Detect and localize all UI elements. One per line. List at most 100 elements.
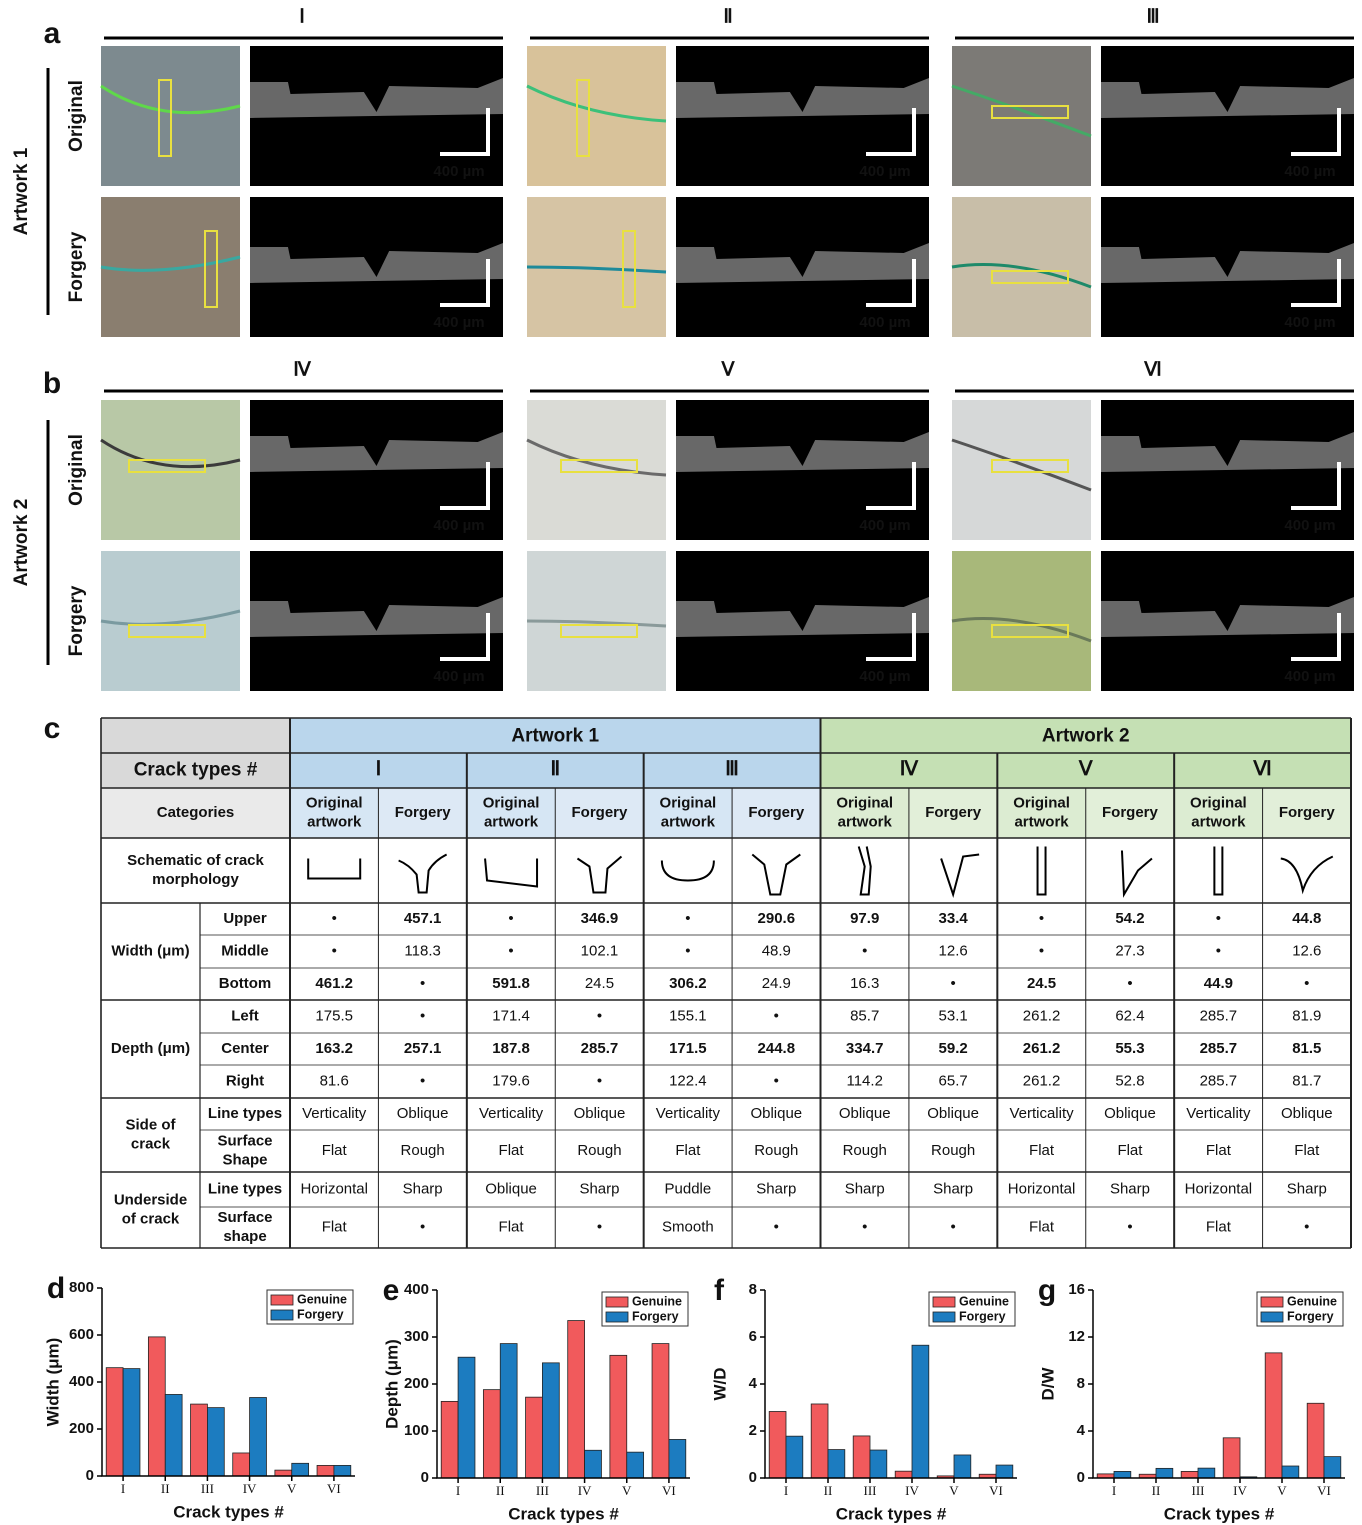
- panel-label: c: [44, 712, 61, 745]
- crack-schematic: [308, 859, 360, 879]
- bar: [769, 1411, 786, 1478]
- table-cell: Verticality: [1009, 1105, 1074, 1122]
- table-cell: 290.6: [758, 910, 796, 927]
- bar: [233, 1453, 250, 1476]
- table-cell: Oblique: [839, 1105, 891, 1122]
- table-cell: Rough: [931, 1142, 975, 1159]
- table-cell: Oblique: [397, 1105, 449, 1122]
- x-tick-label: I: [456, 1483, 460, 1498]
- legend-swatch: [1261, 1297, 1283, 1307]
- table-cell: •: [420, 1072, 425, 1089]
- bar: [669, 1439, 686, 1478]
- table-cell: Sharp: [1287, 1180, 1327, 1197]
- table-cell: Horizontal: [1008, 1180, 1076, 1197]
- row-label: Forgery: [66, 585, 87, 656]
- bar: [1307, 1403, 1324, 1478]
- bar: [853, 1436, 870, 1478]
- table-cell: 62.4: [1115, 1007, 1144, 1024]
- table-cell: •: [508, 942, 513, 959]
- table-cell: Oblique: [750, 1105, 802, 1122]
- table-cell: 261.2: [1023, 1007, 1061, 1024]
- scale-bar-label: 400 µm: [433, 517, 484, 534]
- x-tick-label: I: [1112, 1483, 1116, 1498]
- column-header: Forgery: [1279, 804, 1336, 821]
- table-cell: •: [420, 975, 425, 992]
- row-label: Bottom: [219, 975, 272, 992]
- table-cell: Rough: [843, 1142, 887, 1159]
- table-cell: 33.4: [939, 910, 969, 927]
- scale-bar-label: 400 µm: [433, 163, 484, 180]
- table-cell: 12.6: [1292, 942, 1321, 959]
- scale-bar-label: 400 µm: [859, 314, 910, 331]
- legend-swatch: [271, 1310, 293, 1320]
- bar: [1198, 1468, 1215, 1478]
- bar: [542, 1363, 559, 1478]
- table-cell: Oblique: [485, 1180, 537, 1197]
- row-label: Line types: [208, 1180, 282, 1197]
- y-tick-label: 0: [86, 1467, 94, 1484]
- row-group-label: Undersideof crack: [114, 1191, 187, 1227]
- bar: [317, 1465, 334, 1476]
- row-label: Original: [66, 80, 87, 152]
- legend-swatch: [606, 1312, 628, 1322]
- table-cell: 285.7: [581, 1040, 619, 1057]
- type-header: Ⅳ: [293, 359, 311, 380]
- table-cell: 27.3: [1115, 942, 1144, 959]
- table-cell: 81.5: [1292, 1040, 1321, 1057]
- bar: [1223, 1438, 1240, 1478]
- table-cell: Rough: [754, 1142, 798, 1159]
- y-tick-label: 300: [404, 1328, 429, 1345]
- table-cell: 24.5: [585, 975, 614, 992]
- bar: [585, 1450, 602, 1478]
- bar: [870, 1450, 887, 1478]
- column-header: Forgery: [1102, 804, 1159, 821]
- type-label: Ⅰ: [375, 758, 381, 780]
- table-cell: Verticality: [479, 1105, 544, 1122]
- table-cell: •: [1039, 942, 1044, 959]
- table-cell: 55.3: [1115, 1040, 1144, 1057]
- table-cell: Horizontal: [300, 1180, 368, 1197]
- panel-label: f: [714, 1274, 725, 1307]
- photo: [952, 400, 1091, 540]
- y-tick-label: 600: [69, 1326, 94, 1343]
- scale-bar-label: 400 µm: [1284, 668, 1335, 685]
- legend-swatch: [606, 1297, 628, 1307]
- row-label: Surfaceshape: [217, 1209, 272, 1245]
- bar: [568, 1321, 585, 1478]
- crack-types-label: Crack types #: [134, 760, 258, 781]
- y-tick-label: 100: [404, 1422, 429, 1439]
- table-cell: •: [1216, 942, 1221, 959]
- table-cell: 54.2: [1115, 910, 1144, 927]
- crack-schematic: [399, 855, 447, 893]
- type-label: Ⅲ: [725, 758, 739, 780]
- x-axis-label: Crack types #: [508, 1504, 619, 1523]
- scale-bar-label: 400 µm: [859, 668, 910, 685]
- x-tick-label: III: [864, 1483, 877, 1498]
- y-tick-label: 200: [69, 1420, 94, 1437]
- type-label: Ⅵ: [1252, 758, 1271, 780]
- crack-schematic: [1214, 847, 1222, 895]
- y-tick-label: 6: [749, 1328, 757, 1345]
- table-cell: 285.7: [1200, 1007, 1238, 1024]
- table-cell: 16.3: [850, 975, 879, 992]
- row-label: Upper: [223, 910, 267, 927]
- artwork-label: Artwork 1: [11, 147, 32, 235]
- row-group-label: Depth (μm): [111, 1040, 190, 1057]
- type-label: Ⅳ: [900, 758, 919, 780]
- scale-bar-label: 400 µm: [1284, 163, 1335, 180]
- table-cell: •: [1216, 910, 1221, 927]
- x-tick-label: III: [1192, 1483, 1205, 1498]
- table-cell: •: [774, 1007, 779, 1024]
- table-cell: Verticality: [1186, 1105, 1251, 1122]
- x-tick-label: II: [1152, 1483, 1161, 1498]
- table-cell: 44.9: [1204, 975, 1233, 992]
- table-cell: 118.3: [404, 942, 440, 959]
- scale-bar-label: 400 µm: [1284, 517, 1335, 534]
- bar: [627, 1452, 644, 1478]
- table-cell: Oblique: [1104, 1105, 1156, 1122]
- bar: [652, 1344, 669, 1478]
- table-cell: Flat: [1029, 1142, 1055, 1159]
- x-tick-label: IV: [905, 1483, 919, 1498]
- crack-schematic: [752, 855, 800, 895]
- table-cell: •: [950, 975, 955, 992]
